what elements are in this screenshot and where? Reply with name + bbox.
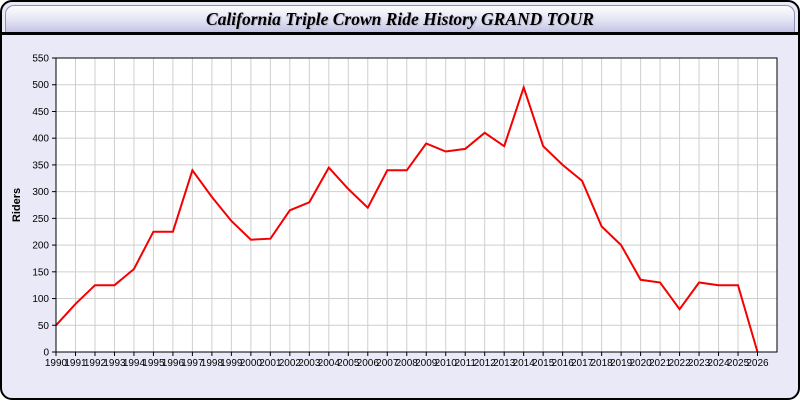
x-axis-label: 1999 [220,358,243,369]
x-axis-label: 1998 [201,358,224,369]
y-axis-label: 550 [32,54,49,65]
chart-title: California Triple Crown Ride History GRA… [206,9,594,29]
y-axis-label: 100 [32,294,49,305]
y-axis-label: 400 [32,134,49,145]
plot-area [56,58,777,352]
x-axis-label: 2026 [746,358,769,369]
x-axis-label: 2025 [727,358,750,369]
y-axis-label: 450 [32,107,49,118]
x-axis-label: 2010 [435,358,458,369]
y-axis-label: 350 [32,160,49,171]
x-axis-label: 2001 [259,358,282,369]
y-axis-label: 250 [32,214,49,225]
x-axis-label: 2005 [337,358,360,369]
plot-frame [55,57,778,353]
x-axis-label: 1994 [123,358,146,369]
x-axis-label: 2020 [629,358,652,369]
y-axis-label: 300 [32,187,49,198]
x-axis-label: 2019 [610,358,633,369]
y-axis-label: 500 [32,80,49,91]
x-axis-label: 2003 [298,358,321,369]
x-axis-label: 2017 [571,358,594,369]
x-axis-label: 1997 [181,358,204,369]
x-axis-label: 1996 [162,358,185,369]
x-axis-label: 2008 [396,358,419,369]
x-axis-label: 2021 [649,358,672,369]
y-axis-label: 200 [32,241,49,252]
x-axis-label: 1990 [45,358,68,369]
y-axis-label: 0 [43,348,49,359]
x-axis-label: 2013 [493,358,516,369]
x-axis-label: 1993 [103,358,126,369]
x-axis-label: 2011 [454,358,476,369]
x-axis-label: 2023 [688,358,711,369]
x-axis-label: 2014 [513,358,536,369]
x-axis-label: 2009 [415,358,438,369]
x-axis-label: 1991 [64,358,87,369]
x-axis-label: 2000 [240,358,263,369]
x-axis-label: 2016 [552,358,575,369]
y-axis-title: Riders [11,188,23,222]
x-axis-label: 2002 [279,358,302,369]
y-axis-label: 50 [38,321,50,332]
x-axis-label: 2007 [376,358,399,369]
title-bar: California Triple Crown Ride History GRA… [5,5,795,32]
data-line-riders [55,84,759,353]
x-axis-label: 2024 [707,358,730,369]
x-axis-label: 2012 [474,358,497,369]
x-axis-label: 2004 [318,358,341,369]
x-axis-label: 1995 [142,358,165,369]
x-axis-label: 1992 [84,358,107,369]
title-bar-divider [2,32,798,35]
x-axis-label: 2006 [357,358,380,369]
x-axis-label: 2015 [532,358,555,369]
y-axis-label: 150 [32,267,49,278]
x-axis-label: 2022 [668,358,691,369]
x-axis-label: 2018 [590,358,613,369]
